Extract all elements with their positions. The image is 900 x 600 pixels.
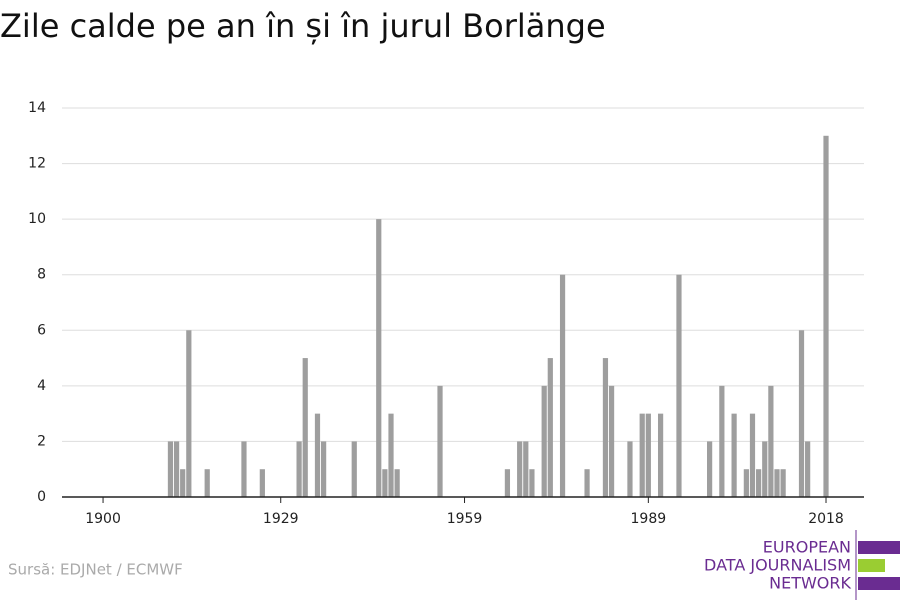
logo-text: NETWORK [769,574,851,593]
bar [382,469,388,497]
logo-bar [858,577,900,590]
bar [805,441,811,497]
bar [768,385,774,497]
y-tick-label: 14 [28,100,46,116]
bar [376,219,382,497]
x-tick-label: 1900 [85,511,121,527]
bar [645,413,651,497]
bar [437,385,443,497]
y-tick-label: 10 [28,211,46,227]
y-tick-label: 0 [37,489,46,505]
y-tick-label: 12 [28,156,46,172]
bar [241,441,247,497]
bar [676,274,682,497]
bar [657,413,664,497]
logo-text: EUROPEAN [763,538,851,557]
bar [517,441,523,497]
chart-title: Zile calde pe an în și în jurul Borlänge [0,7,606,45]
bar [167,441,174,497]
bar [314,413,321,497]
bar [707,441,713,497]
logo-bar [858,559,885,572]
y-tick-label: 4 [37,378,46,394]
y-tick-label: 6 [37,322,46,338]
bar [743,469,749,497]
source: Sursă: EDJNet / ECMWF [8,561,183,579]
bar [541,385,547,497]
bar [762,441,768,497]
logo-text: DATA JOURNALISM [704,556,851,575]
x-tick-label: 1989 [631,511,667,527]
bar [259,469,265,497]
bar [731,413,737,497]
bar [639,413,645,497]
bar [719,385,725,497]
bar [351,441,357,497]
bar [204,469,210,497]
bar [504,469,511,497]
bar [302,358,308,497]
bar [823,135,829,498]
bar [780,469,786,497]
bar [749,413,756,497]
x-tick-label: 2018 [808,511,844,527]
bar [394,469,400,497]
bar [798,330,805,497]
bar [388,413,394,497]
bar [186,330,192,497]
x-tick-label: 1929 [263,511,299,527]
bar [296,441,302,497]
bar [173,441,180,497]
logo-bar [858,541,900,554]
bar [608,385,615,497]
bar [180,469,186,497]
bar [627,441,633,497]
bar [529,469,535,497]
bar [584,469,590,497]
bar [756,469,762,497]
bar [774,469,780,497]
bar [602,358,609,497]
bar [559,274,566,497]
y-tick-label: 8 [37,267,46,283]
bar [547,358,553,497]
x-tick-label: 1959 [447,511,483,527]
y-tick-label: 2 [37,433,46,449]
bar [321,441,327,497]
bar [523,441,529,497]
